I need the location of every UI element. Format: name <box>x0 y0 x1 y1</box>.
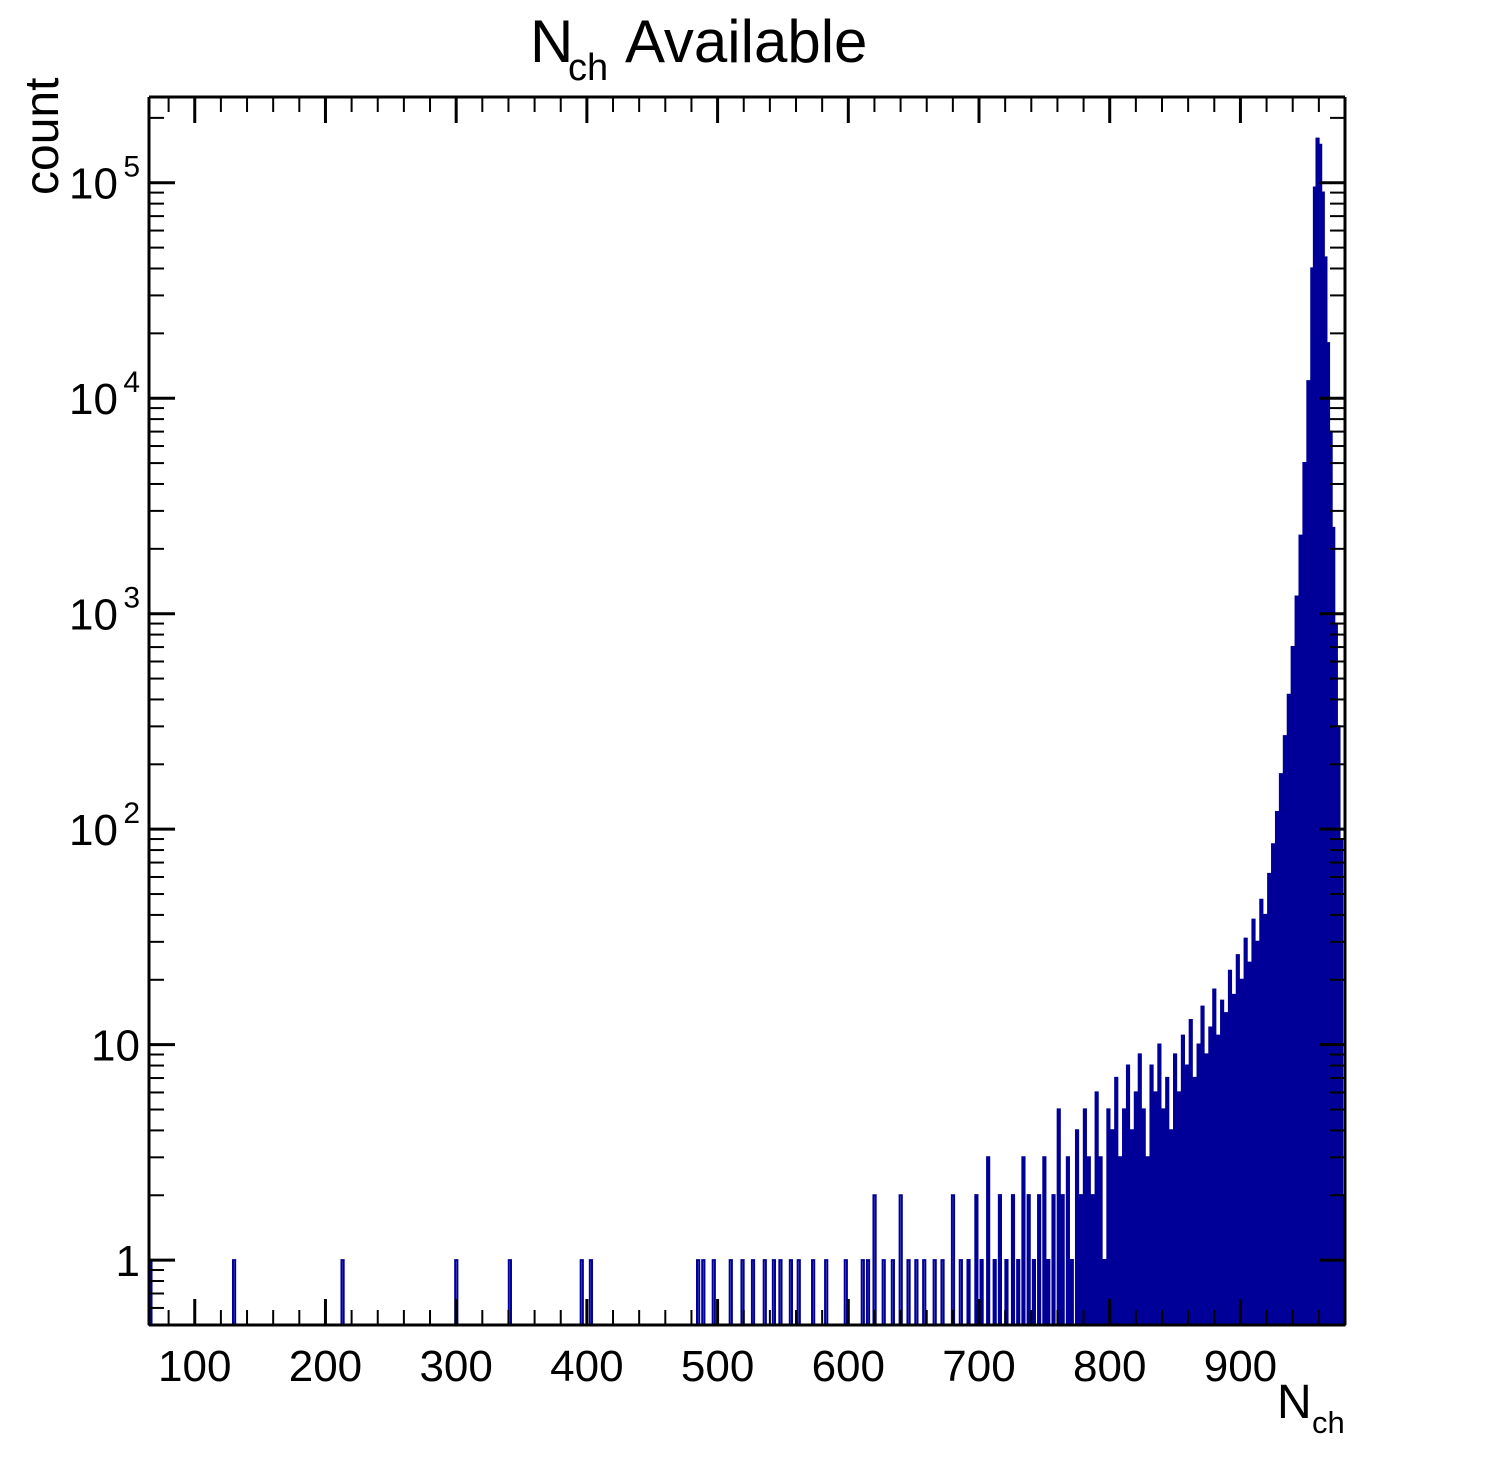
histogram-bin <box>696 1259 701 1326</box>
histogram-bin <box>958 1259 963 1326</box>
histogram-bin <box>843 1259 848 1326</box>
histogram-bin <box>788 1259 794 1326</box>
histogram-bin <box>588 1259 594 1326</box>
plot-title-main: N <box>530 8 573 75</box>
histogram-bin <box>778 1259 783 1326</box>
plot-title-subscript: ch <box>568 47 608 89</box>
xaxis-tick-label: 500 <box>681 1342 754 1391</box>
yaxis-tick-label: 10 <box>69 591 118 640</box>
xaxis-title-main: N <box>1277 1376 1312 1429</box>
yaxis-tick-label: 1 <box>116 1237 140 1286</box>
xaxis-tick-label: 400 <box>550 1342 623 1391</box>
plot-frame <box>147 95 1347 1327</box>
histogram-bin <box>811 1259 816 1326</box>
xaxis-tick-label: 800 <box>1073 1342 1146 1391</box>
yaxis-tick-label-exponent: 4 <box>123 366 140 399</box>
histogram-bin <box>906 1259 911 1326</box>
histogram-dense-region <box>966 137 1346 1327</box>
histogram-bin <box>914 1259 919 1326</box>
histogram-bin <box>750 1259 756 1326</box>
histogram-bin <box>865 1259 871 1326</box>
yaxis-tick-label: 10 <box>91 1022 140 1071</box>
xaxis-title: N ch <box>1277 1376 1345 1440</box>
plot-title: N ch Available <box>530 8 867 89</box>
xaxis-tick-label: 600 <box>812 1342 885 1391</box>
histogram-bin <box>701 1259 706 1326</box>
histogram-bin <box>860 1259 865 1326</box>
histogram-bin <box>890 1259 895 1326</box>
histogram-bin <box>881 1259 886 1326</box>
yaxis-tick-label: 10 <box>69 160 118 209</box>
histogram-bin <box>932 1259 937 1326</box>
xaxis-title-subscript: ch <box>1312 1405 1345 1440</box>
histogram-series <box>148 137 1346 1327</box>
xaxis-tick-label: 700 <box>942 1342 1015 1391</box>
histogram-bin <box>340 1259 345 1326</box>
histogram-bin <box>940 1259 945 1326</box>
yaxis-title: count <box>16 78 69 195</box>
histogram-bin <box>579 1259 584 1326</box>
yaxis-tick-label-exponent: 3 <box>123 582 140 615</box>
xaxis-tick-label: 300 <box>419 1342 492 1391</box>
yaxis-tick-label: 10 <box>69 806 118 855</box>
histogram-bin <box>950 1194 956 1327</box>
histogram-bin <box>728 1259 733 1326</box>
xaxis-tick-label: 200 <box>289 1342 362 1391</box>
histogram-bin <box>872 1194 877 1327</box>
yaxis-tick-label: 10 <box>69 375 118 424</box>
histogram-bin <box>711 1259 716 1326</box>
histogram-bin <box>824 1259 829 1326</box>
histogram-bin <box>898 1194 903 1327</box>
xaxis-tick-label: 900 <box>1204 1342 1277 1391</box>
plot-title-suffix: Available <box>625 8 867 75</box>
histogram-bin <box>922 1259 927 1326</box>
yaxis-tick-label-exponent: 2 <box>123 797 140 830</box>
xaxis-tick-label: 100 <box>158 1342 231 1391</box>
histogram-bin <box>771 1259 777 1326</box>
histogram-bin <box>762 1259 767 1326</box>
histogram-bin <box>796 1259 801 1326</box>
histogram-bin <box>231 1259 237 1326</box>
axis-ticks <box>149 97 1345 1325</box>
yaxis-tick-label-exponent: 5 <box>123 151 140 184</box>
